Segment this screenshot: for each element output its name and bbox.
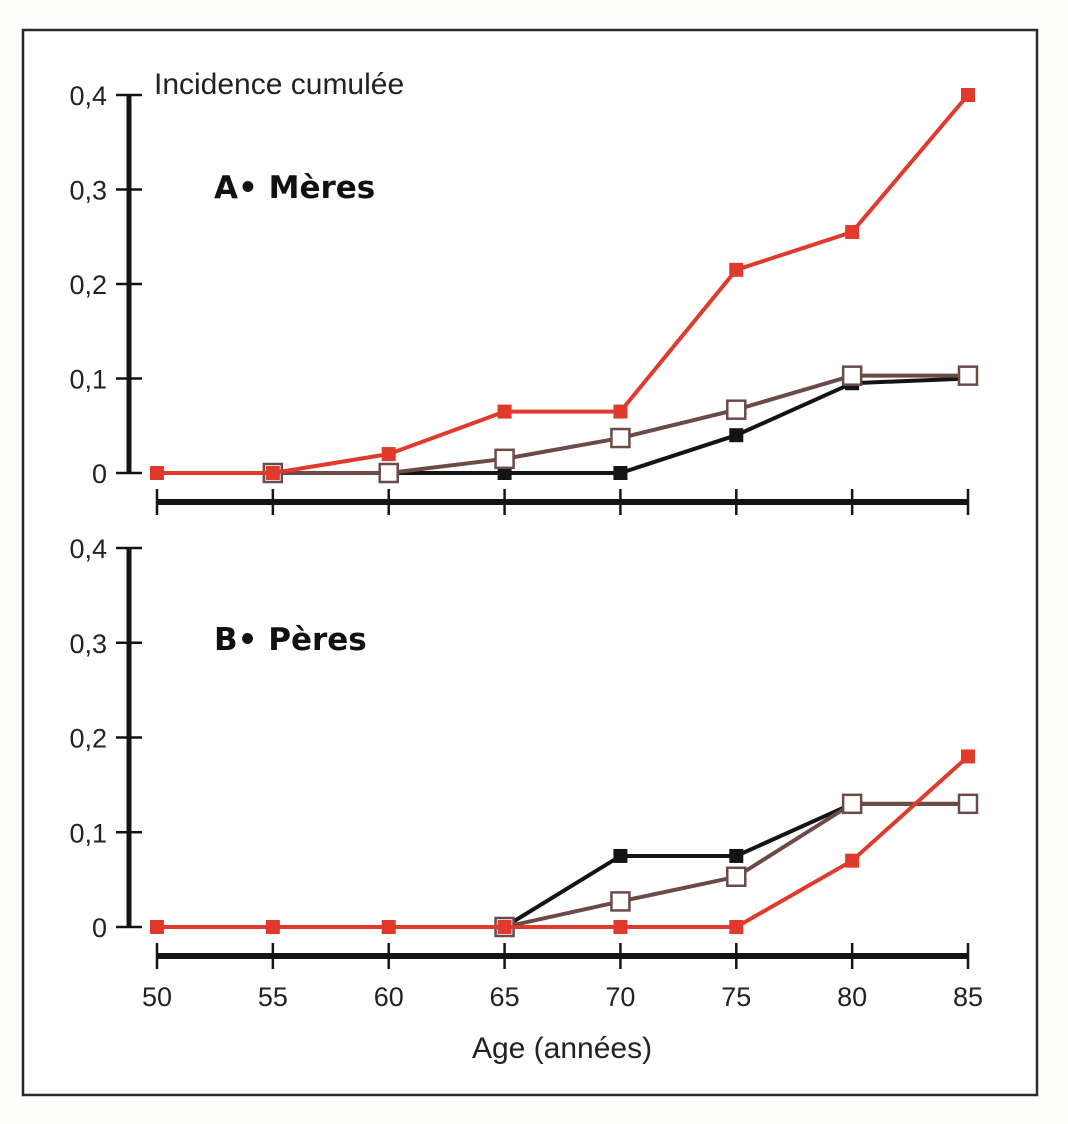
data-point-red-filled bbox=[381, 920, 396, 934]
y-tick-label: 0,1 bbox=[69, 365, 107, 395]
data-point-red-filled bbox=[845, 853, 860, 868]
x-axis-title: Age (années) bbox=[472, 1032, 652, 1065]
series-line-red-filled bbox=[157, 754, 970, 929]
x-tick-label: 75 bbox=[721, 982, 751, 1012]
series-group-b bbox=[150, 749, 979, 938]
figure-frame bbox=[21, 28, 1039, 1097]
y-tick-label: 0,2 bbox=[69, 270, 107, 300]
panel-a: Incidence cumulée A• Mères 0 0,1 0,2 0,3 0,4 bbox=[69, 68, 979, 515]
data-point-black-filled bbox=[729, 848, 744, 863]
data-point-red-filled bbox=[961, 749, 975, 764]
data-point-red-filled bbox=[265, 466, 280, 480]
data-point-open bbox=[841, 793, 863, 815]
y-axis-b: 0 0,1 0,2 0,3 0,4 bbox=[69, 534, 142, 943]
data-point-open bbox=[494, 448, 515, 470]
y-tick-label: 0,3 bbox=[69, 176, 107, 206]
data-point-open bbox=[841, 365, 863, 386]
data-point-open bbox=[957, 793, 979, 815]
series-line-red-filled bbox=[157, 93, 970, 475]
data-point-open bbox=[726, 399, 747, 420]
data-point-open bbox=[610, 427, 631, 449]
x-tick-label: 80 bbox=[837, 982, 867, 1012]
y-axis-a: 0 0,1 0,2 0,3 0,4 bbox=[69, 81, 142, 489]
data-point-open bbox=[378, 462, 399, 484]
data-point-red-filled bbox=[150, 920, 164, 934]
x-tick-label: 50 bbox=[142, 982, 172, 1012]
data-point-red-filled bbox=[497, 404, 512, 419]
data-point-red-filled bbox=[613, 404, 628, 419]
data-point-red-filled bbox=[265, 920, 280, 934]
y-tick-label: 0,4 bbox=[69, 534, 107, 564]
x-tick-label: 65 bbox=[490, 982, 520, 1012]
data-point-red-filled bbox=[961, 88, 975, 102]
series-group-a bbox=[150, 88, 979, 484]
y-tick-label: 0,4 bbox=[69, 81, 107, 111]
x-tick-label: 85 bbox=[953, 982, 983, 1012]
data-point-red-filled bbox=[613, 920, 628, 934]
y-tick-label: 0,3 bbox=[69, 629, 107, 659]
y-tick-label: 0,2 bbox=[69, 724, 107, 754]
x-tick-label: 55 bbox=[258, 982, 288, 1012]
data-point-open bbox=[957, 365, 979, 386]
data-point-open bbox=[726, 866, 747, 888]
y-tick-label: 0 bbox=[92, 459, 107, 489]
data-point-red-filled bbox=[729, 920, 744, 934]
data-point-black-filled bbox=[497, 466, 512, 480]
y-axis-title: Incidence cumulée bbox=[154, 68, 404, 101]
data-point-red-filled bbox=[497, 920, 512, 934]
panel-b: B• Pères 00,10,20,30,4 50 55 60 65 70 75 80 85 … bbox=[69, 534, 983, 1065]
data-point-black-filled bbox=[613, 848, 628, 863]
data-point-red-filled bbox=[845, 225, 860, 240]
y-tick-label: 0,1 bbox=[69, 818, 107, 848]
x-axis-a bbox=[155, 489, 970, 515]
data-point-red-filled bbox=[381, 447, 396, 462]
data-point-black-filled bbox=[729, 428, 744, 443]
x-axis-b: 50 55 60 65 70 75 80 85 bbox=[142, 943, 983, 1012]
data-point-open bbox=[610, 891, 631, 912]
panel-a-title: A• Mères bbox=[214, 170, 375, 206]
data-point-black-filled bbox=[613, 466, 628, 480]
data-point-red-filled bbox=[729, 262, 744, 277]
data-point-red-filled bbox=[150, 466, 164, 480]
x-tick-label: 60 bbox=[374, 982, 404, 1012]
x-tick-label: 70 bbox=[605, 982, 635, 1012]
panel-b-title: B• Pères bbox=[214, 622, 367, 658]
y-tick-label: 0 bbox=[92, 913, 107, 943]
